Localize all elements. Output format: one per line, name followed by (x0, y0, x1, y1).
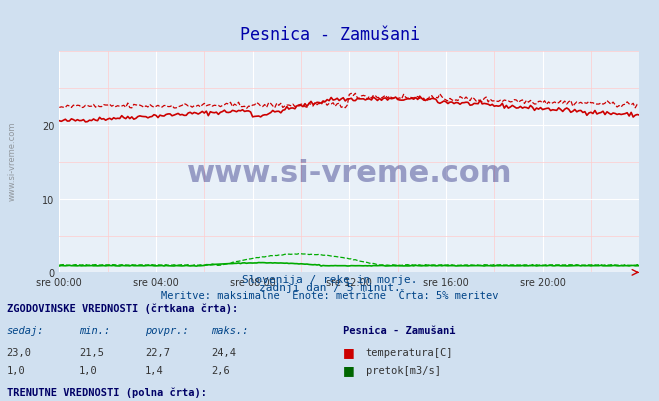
Text: pretok[m3/s]: pretok[m3/s] (366, 365, 441, 375)
Text: www.si-vreme.com: www.si-vreme.com (186, 159, 512, 188)
Text: ■: ■ (343, 345, 355, 358)
Text: Slovenija / reke in morje.: Slovenija / reke in morje. (242, 275, 417, 285)
Text: TRENUTNE VREDNOSTI (polna črta):: TRENUTNE VREDNOSTI (polna črta): (7, 387, 206, 397)
Text: Meritve: maksimalne  Enote: metrične  Črta: 5% meritev: Meritve: maksimalne Enote: metrične Črta… (161, 291, 498, 301)
Text: ZGODOVINSKE VREDNOSTI (črtkana črta):: ZGODOVINSKE VREDNOSTI (črtkana črta): (7, 302, 238, 313)
Text: 24,4: 24,4 (211, 347, 236, 357)
Text: 21,5: 21,5 (79, 347, 104, 357)
Text: zadnji dan / 5 minut.: zadnji dan / 5 minut. (258, 283, 401, 293)
Text: povpr.:: povpr.: (145, 325, 188, 335)
Text: 1,0: 1,0 (79, 365, 98, 375)
Text: Pesnica - Zamušani: Pesnica - Zamušani (343, 325, 455, 335)
Text: 2,6: 2,6 (211, 365, 229, 375)
Text: 1,4: 1,4 (145, 365, 163, 375)
Text: min.:: min.: (79, 325, 110, 335)
Text: temperatura[C]: temperatura[C] (366, 347, 453, 357)
Text: sedaj:: sedaj: (7, 325, 44, 335)
Text: ■: ■ (343, 363, 355, 376)
Text: 23,0: 23,0 (7, 347, 32, 357)
Text: 22,7: 22,7 (145, 347, 170, 357)
Text: maks.:: maks.: (211, 325, 248, 335)
Text: Pesnica - Zamušani: Pesnica - Zamušani (239, 26, 420, 44)
Text: 1,0: 1,0 (7, 365, 25, 375)
Text: www.si-vreme.com: www.si-vreme.com (8, 121, 17, 200)
